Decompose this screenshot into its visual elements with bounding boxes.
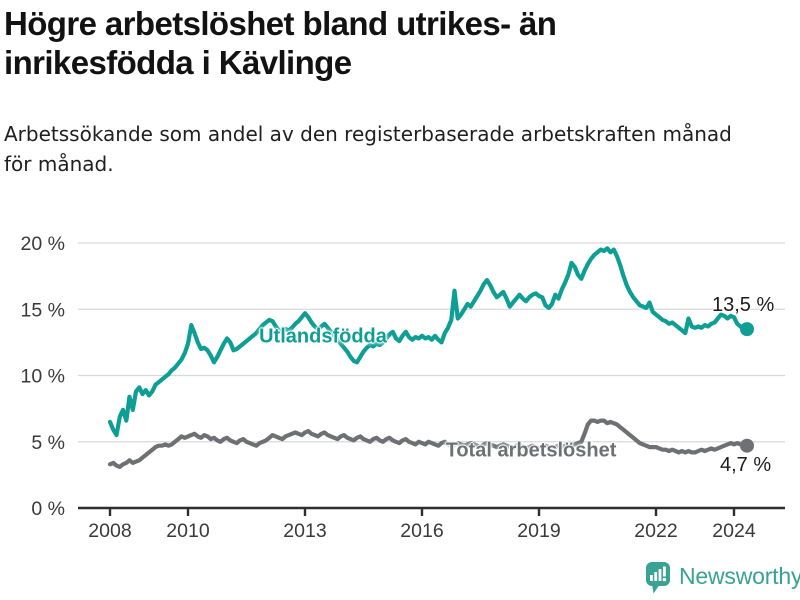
chart-title: Högre arbetslöshet bland utrikes- än inr…: [4, 5, 557, 81]
x-axis-tick-label: 2019: [517, 520, 560, 542]
x-axis-tick-label: 2013: [283, 520, 326, 542]
y-axis-tick-label: 0 %: [31, 498, 65, 520]
series-line-utlandsfodda: [107, 246, 750, 438]
x-axis-tick-label: 2022: [634, 520, 677, 542]
y-axis-tick-label: 5 %: [31, 432, 65, 454]
series-end-dot-total: [740, 438, 754, 453]
x-axis-tick-label: 2024: [712, 520, 756, 542]
end-value-annotation-total: 4,7 %: [720, 454, 772, 476]
x-axis-tick-label: 2010: [166, 520, 210, 542]
series-label-total-arbetsloshet: Total arbetslöshet: [445, 439, 617, 462]
x-axis-tick-label: 2008: [88, 520, 131, 542]
y-axis-tick-label: 15 %: [21, 299, 65, 321]
y-axis-tick-label: 20 %: [21, 233, 65, 255]
series-line-total: [107, 418, 750, 469]
series-label-utlandsfodda: Utlandsfödda: [259, 325, 387, 348]
newsworthy-logo: Newsworthy: [645, 561, 800, 596]
newsworthy-brand-text: Newsworthy: [679, 563, 800, 589]
x-axis-tick-label: 2016: [400, 520, 443, 542]
y-axis-tick-label: 10 %: [21, 366, 65, 388]
end-value-annotation-utlandsfodda: 13,5 %: [712, 294, 775, 316]
chart-subtitle: Arbetssökande som andel av den registerb…: [4, 122, 732, 176]
series-end-dot-utlandsfodda: [740, 322, 754, 337]
bar-chart-speech-bubble-icon: [646, 562, 670, 594]
